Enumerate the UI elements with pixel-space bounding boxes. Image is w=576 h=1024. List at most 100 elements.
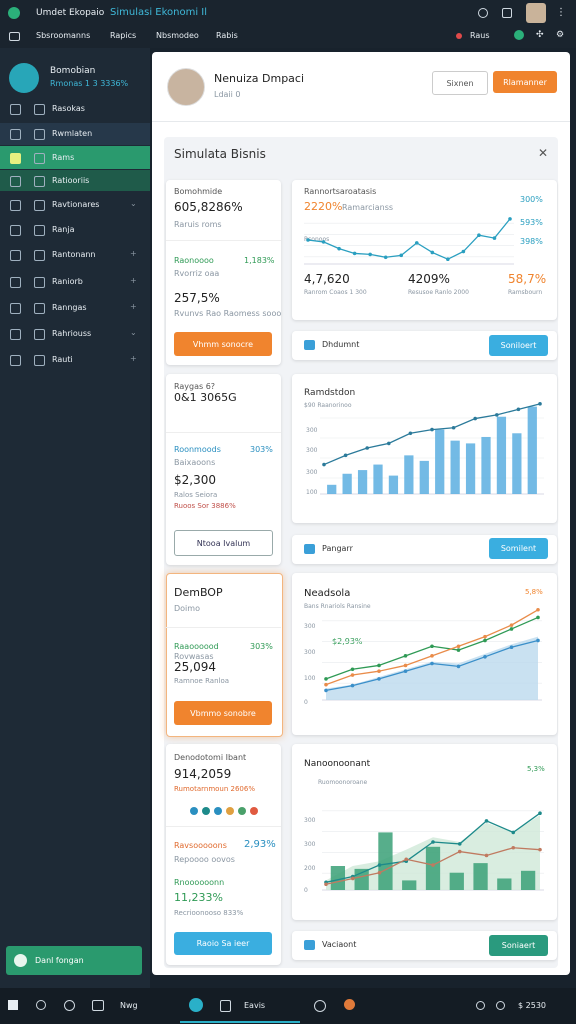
metric-sub: Repoooo oovos <box>174 855 235 864</box>
menu-item[interactable]: Rabis <box>216 31 238 40</box>
primary-button[interactable]: Rlamanner <box>493 71 557 93</box>
menu-item[interactable]: Rapics <box>110 31 137 40</box>
stat-value: 58,7% <box>508 272 547 286</box>
icon-settings[interactable]: ✣ <box>536 30 544 40</box>
menu-icon <box>10 277 21 288</box>
task-label[interactable]: Eavis <box>244 1001 266 1010</box>
footer-button[interactable]: Somilent <box>489 538 548 559</box>
menu-item[interactable]: Rantonann <box>52 250 96 259</box>
footer-button[interactable]: Soniloert <box>489 335 548 356</box>
task-active-icon[interactable] <box>189 998 203 1012</box>
icon-more[interactable]: ⋮ <box>556 7 566 18</box>
chart-title: Rannortsaroatasis <box>304 187 377 196</box>
task-indicator <box>180 1021 300 1023</box>
menu-icon <box>34 153 45 164</box>
item-selected <box>0 170 150 191</box>
menu-icon <box>34 303 45 314</box>
metric-label: Roonmoods <box>174 445 221 454</box>
menu-item[interactable]: Ranja <box>52 225 75 234</box>
menu-item[interactable]: Ravtionares <box>52 200 100 209</box>
avatar[interactable] <box>526 3 546 23</box>
menu-item[interactable]: Nbsmodeo <box>156 31 199 40</box>
menu-icon <box>10 303 21 314</box>
menu-icon <box>34 104 45 115</box>
user-stat: Rmonas 1 3 3336% <box>50 79 129 88</box>
chevron[interactable]: + <box>130 276 137 285</box>
task-icon[interactable] <box>92 1000 104 1011</box>
point <box>477 233 481 237</box>
card-value2: $2,300 <box>174 473 216 487</box>
card-foot: Ramnoe Ranloa <box>174 677 230 685</box>
chevron[interactable]: + <box>130 354 137 363</box>
chart-card <box>292 180 557 320</box>
card-button[interactable]: Raoio Sa ieer <box>174 932 272 955</box>
point <box>483 638 487 643</box>
user-name: Bomobian <box>50 66 96 76</box>
menu-icon <box>10 355 21 366</box>
chevron[interactable]: + <box>130 249 137 258</box>
chevron[interactable]: ⌄ <box>130 328 137 337</box>
line <box>307 218 511 260</box>
task-icon[interactable] <box>64 1000 75 1011</box>
sidebar-button[interactable]: Danl fongan <box>6 946 142 975</box>
menu-icon <box>34 200 45 211</box>
card-foot: Ralos Seiora <box>174 491 218 499</box>
icon-user[interactable] <box>514 30 524 40</box>
bar <box>527 406 537 494</box>
chevron[interactable]: + <box>130 302 137 311</box>
point <box>337 246 341 251</box>
y-label: 100 <box>304 675 316 682</box>
close-button[interactable]: ✕ <box>538 146 549 160</box>
secondary-button[interactable]: Sixnen <box>432 71 488 95</box>
card-value2: 25,094 <box>174 660 216 674</box>
menu-item[interactable]: Rams <box>52 153 75 162</box>
metric-sub: Rovwasas <box>174 652 214 661</box>
start-icon[interactable] <box>8 1000 18 1010</box>
notice[interactable]: Raus <box>470 31 490 40</box>
point <box>350 876 355 881</box>
task-icon[interactable] <box>220 1000 231 1012</box>
menu-item[interactable]: Rwmlaten <box>52 129 93 138</box>
menu-item[interactable]: Ratiooriis <box>52 176 90 185</box>
icon-media[interactable] <box>502 8 512 18</box>
menu-item[interactable]: Raniorb <box>52 277 83 286</box>
stat-sub: Ramsbourn <box>508 289 543 296</box>
stat-sub: Ranrom Coaos 1 300 <box>304 289 367 296</box>
app-name: Umdet Ekopaio <box>36 8 105 18</box>
card-button[interactable]: Ntooa Ivalum <box>174 530 273 556</box>
point <box>430 644 434 649</box>
card-title: DemBOP <box>174 586 223 599</box>
bar <box>497 878 512 890</box>
tray-icon[interactable] <box>496 1001 505 1010</box>
app-title: Simulasi Ekonomi Il <box>110 7 208 18</box>
search-icon[interactable] <box>36 1000 46 1010</box>
point <box>324 677 328 681</box>
card-button[interactable]: Vhmm sonocre <box>174 332 272 356</box>
menu-item[interactable]: Sbsroomanns <box>36 31 91 40</box>
point <box>306 238 310 242</box>
task-icon[interactable] <box>344 999 355 1010</box>
menu-item[interactable]: Rasokas <box>52 104 85 113</box>
y-label: 300 <box>306 447 318 454</box>
menu-item[interactable]: Ranngas <box>52 303 87 312</box>
task-label[interactable]: Nwg <box>120 1001 138 1010</box>
divider <box>152 121 570 122</box>
point <box>516 407 521 412</box>
divider <box>166 826 281 827</box>
menu-item[interactable]: Rauti <box>52 355 73 364</box>
point <box>457 842 462 846</box>
icon-menu[interactable] <box>9 32 20 41</box>
menu-item[interactable]: Rahriouss <box>52 329 92 338</box>
point <box>484 853 489 858</box>
icon-gear[interactable]: ⚙ <box>556 30 565 40</box>
icon-chat[interactable] <box>478 8 488 18</box>
task-icon[interactable] <box>314 1000 326 1012</box>
chart-corner: 5,3% <box>527 765 545 773</box>
chevron[interactable]: ⌄ <box>130 199 137 208</box>
menu-icon <box>34 277 45 288</box>
card-button[interactable]: Vbmmo sonobre <box>174 701 272 725</box>
point <box>321 240 326 244</box>
line <box>323 403 541 466</box>
footer-button[interactable]: Soniaert <box>489 935 548 956</box>
tray-icon[interactable] <box>476 1001 485 1010</box>
